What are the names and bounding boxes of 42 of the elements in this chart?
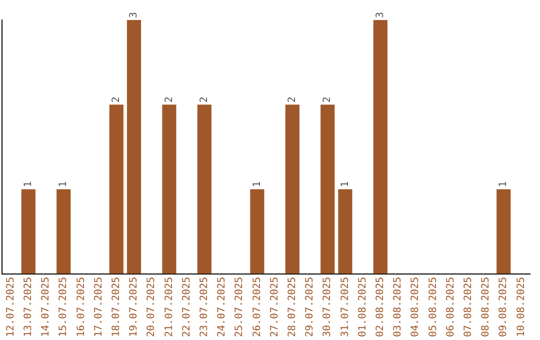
x-tick-label: 26.07.2025 — [252, 276, 263, 338]
x-tick-label: 19.07.2025 — [128, 276, 140, 338]
x-tick-label: 31.07.2025 — [340, 276, 351, 338]
x-tick-label: 17.07.2025 — [93, 276, 104, 338]
x-tick-label: 24.07.2025 — [216, 276, 228, 338]
x-tick-label: 21.07.2025 — [164, 276, 175, 338]
x-tick-label: 09.08.2025 — [498, 276, 510, 338]
x-tick-label: 01.08.2025 — [357, 276, 368, 338]
data-label: 1 — [58, 181, 70, 188]
x-tick-label: 16.07.2025 — [76, 276, 87, 338]
x-tick-label: 04.08.2025 — [410, 276, 422, 338]
data-label: 2 — [164, 96, 175, 103]
data-label: 1 — [252, 181, 263, 188]
data-label: 2 — [322, 96, 334, 103]
data-label: 1 — [498, 181, 510, 188]
x-tick-label: 18.07.2025 — [110, 276, 122, 338]
x-tick-label: 14.07.2025 — [40, 276, 52, 338]
data-label: 2 — [198, 96, 210, 103]
x-tick-label: 03.08.2025 — [392, 276, 404, 338]
x-tick-label: 08.08.2025 — [480, 276, 492, 338]
x-tick-label: 28.07.2025 — [286, 276, 298, 338]
data-label: 1 — [22, 181, 34, 188]
x-tick-label: 13.07.2025 — [22, 276, 34, 338]
x-tick-label: 23.07.2025 — [198, 276, 210, 338]
x-tick-label: 02.08.2025 — [374, 276, 386, 338]
data-label: 2 — [110, 96, 122, 103]
x-tick-label: 07.08.2025 — [462, 276, 474, 338]
x-tick-label: 22.07.2025 — [181, 276, 192, 338]
x-tick-label: 29.07.2025 — [304, 276, 316, 338]
x-tick-label: 10.08.2025 — [516, 276, 527, 338]
data-label: 2 — [286, 96, 298, 103]
data-label: 1 — [340, 181, 351, 188]
x-tick-label: 12.07.2025 — [5, 276, 16, 338]
x-tick-label: 15.07.2025 — [58, 276, 70, 338]
x-tick-label: 27.07.2025 — [269, 276, 280, 338]
x-tick-label: 30.07.2025 — [322, 276, 334, 338]
data-label: 3 — [128, 12, 140, 18]
x-tick-label: 06.08.2025 — [445, 276, 456, 338]
x-tick-label: 05.08.2025 — [428, 276, 439, 338]
data-label: 3 — [374, 12, 386, 18]
x-tick-label: 20.07.2025 — [146, 276, 158, 338]
x-tick-label: 25.07.2025 — [234, 276, 246, 338]
